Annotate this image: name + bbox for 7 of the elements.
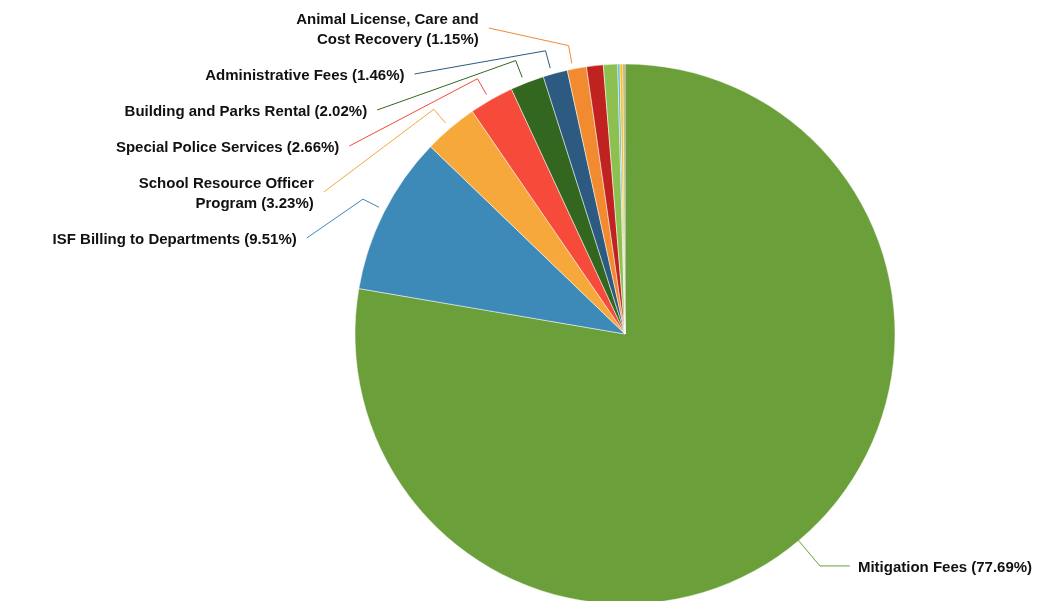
slice-label: Mitigation Fees (77.69%) [857, 557, 1033, 575]
slice-label: Special Police Services (2.66%) [115, 137, 340, 155]
slice-label: ISF Billing to Departments (9.51%) [52, 229, 297, 247]
slice-label: School Resource Officer Program (3.23%) [138, 173, 314, 211]
slice-label: Animal License, Care and Cost Recovery (1.15%) [296, 9, 479, 47]
slice-label: Building and Parks Rental (2.02%) [124, 101, 368, 119]
slice-label: Administrative Fees (1.46%) [205, 65, 405, 83]
